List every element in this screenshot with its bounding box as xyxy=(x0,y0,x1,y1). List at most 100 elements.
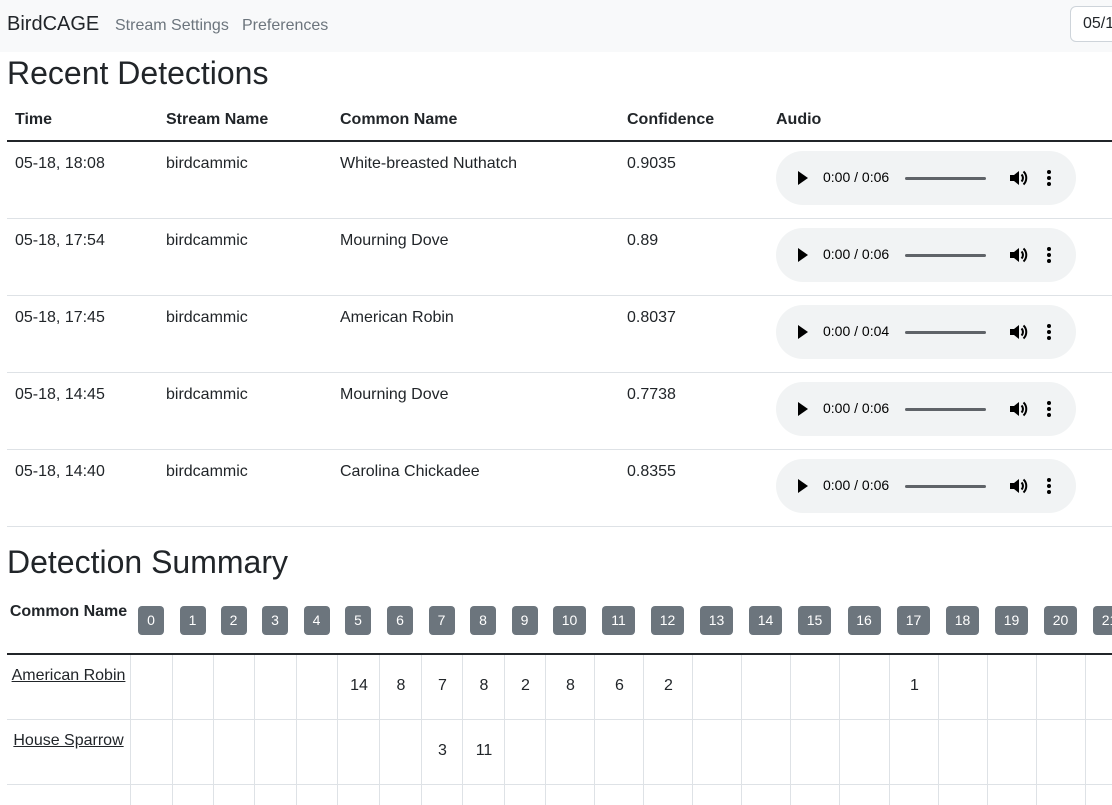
hour-cell xyxy=(130,785,172,805)
species-link[interactable]: House Sparrow xyxy=(13,732,124,749)
cell-confidence: 0.89 xyxy=(627,232,659,249)
hour-count: 2 xyxy=(664,677,673,694)
table-header: Time Stream Name Common Name Confidence … xyxy=(7,100,1112,142)
hour-cell: 2 xyxy=(504,655,545,719)
summary-header: Common Name 0 1 2 3 4 5 6 7 8 9 10 11 12 13 14 15 16 17 18… xyxy=(7,595,1112,655)
cell-time: 05-18, 17:54 xyxy=(15,232,105,249)
hour-cell: 2 xyxy=(643,655,692,719)
cell-common-name: Mourning Dove xyxy=(340,232,449,249)
more-options-icon[interactable] xyxy=(1046,169,1052,187)
hour-cell xyxy=(790,785,839,805)
hour-cell xyxy=(337,720,379,784)
hour-badge-7: 7 xyxy=(428,606,455,635)
cell-common-name: American Robin xyxy=(340,309,454,326)
detection-summary-title: Detection Summary xyxy=(7,544,288,580)
audio-player[interactable]: 0:00 / 0:06 xyxy=(776,382,1076,436)
volume-icon[interactable] xyxy=(1008,477,1028,495)
hour-cell xyxy=(839,720,889,784)
more-options-icon[interactable] xyxy=(1046,323,1052,341)
cell-common-name: Mourning Dove xyxy=(340,386,449,403)
hour-cell xyxy=(172,655,213,719)
table-row: 05-18, 14:45 birdcammic Mourning Dove 0.773… xyxy=(7,373,1112,450)
play-icon[interactable] xyxy=(798,479,808,493)
hour-badge-6: 6 xyxy=(387,606,413,635)
hour-cell xyxy=(790,720,839,784)
hour-badge-0: 0 xyxy=(138,606,164,635)
cell-stream-name: birdcammic xyxy=(166,309,248,326)
summary-row-partial xyxy=(7,785,1112,805)
hour-cell xyxy=(254,655,296,719)
hour-count: 8 xyxy=(396,677,406,694)
species-link[interactable]: American Robin xyxy=(11,667,126,684)
hour-cell xyxy=(172,720,213,784)
audio-time: 0:00 / 0:04 xyxy=(823,323,890,339)
hour-cell xyxy=(643,785,692,805)
hour-badge-10: 10 xyxy=(553,606,586,635)
hour-cell xyxy=(839,785,889,805)
play-icon[interactable] xyxy=(798,248,808,262)
volume-icon[interactable] xyxy=(1008,323,1028,341)
audio-time: 0:00 / 0:06 xyxy=(823,400,890,416)
play-icon[interactable] xyxy=(798,325,808,339)
recent-detections-table: Time Stream Name Common Name Confidence … xyxy=(7,100,1112,527)
recent-detections-title: Recent Detections xyxy=(7,55,269,91)
hour-count: 1 xyxy=(910,677,919,694)
hour-badge-4: 4 xyxy=(303,606,330,635)
hour-badge-20: 20 xyxy=(1044,606,1077,635)
hour-cell: 14 xyxy=(337,655,379,719)
audio-player[interactable]: 0:00 / 0:04 xyxy=(776,305,1076,359)
hour-cell xyxy=(1036,655,1085,719)
hour-count: 2 xyxy=(521,677,530,694)
hour-badge-8: 8 xyxy=(470,606,496,635)
audio-progress-slider[interactable] xyxy=(905,177,986,180)
hour-cell xyxy=(643,720,692,784)
hour-cell xyxy=(337,785,379,805)
play-icon[interactable] xyxy=(798,171,808,185)
cell-confidence: 0.9035 xyxy=(627,155,676,172)
hour-cell xyxy=(889,785,938,805)
hour-count: 6 xyxy=(615,677,624,694)
hour-cell xyxy=(254,785,296,805)
hour-cell: 8 xyxy=(379,655,421,719)
brand-logo[interactable]: BirdCAGE xyxy=(7,13,100,35)
hour-badge-12: 12 xyxy=(651,606,684,635)
hour-cell xyxy=(790,655,839,719)
hour-badge-3: 3 xyxy=(262,606,288,635)
cell-time: 05-18, 14:40 xyxy=(15,463,105,480)
hour-cell: 1 xyxy=(889,655,938,719)
table-row: 05-18, 17:54 birdcammic Mourning Dove 0.89 0… xyxy=(7,219,1112,296)
hour-count: 14 xyxy=(350,677,368,694)
audio-progress-slider[interactable] xyxy=(905,331,986,334)
more-options-icon[interactable] xyxy=(1046,477,1052,495)
volume-icon[interactable] xyxy=(1008,246,1028,264)
audio-progress-slider[interactable] xyxy=(905,254,986,257)
audio-player[interactable]: 0:00 / 0:06 xyxy=(776,151,1076,205)
cell-time: 05-18, 18:08 xyxy=(15,155,105,172)
nav-stream-settings[interactable]: Stream Settings xyxy=(115,17,229,34)
date-input[interactable]: 05/18/2023 xyxy=(1070,6,1112,42)
hour-cell xyxy=(130,720,172,784)
hour-badge-16: 16 xyxy=(847,606,881,635)
header-audio: Audio xyxy=(776,111,822,128)
hour-cell xyxy=(545,720,594,784)
hour-cell xyxy=(692,785,741,805)
audio-progress-slider[interactable] xyxy=(905,485,986,488)
audio-player[interactable]: 0:00 / 0:06 xyxy=(776,228,1076,282)
hour-cell xyxy=(938,785,987,805)
hour-cell xyxy=(1036,785,1085,805)
audio-progress-slider[interactable] xyxy=(905,408,986,411)
hour-cell xyxy=(462,785,504,805)
hour-cell xyxy=(1036,720,1085,784)
hour-cell xyxy=(692,720,741,784)
more-options-icon[interactable] xyxy=(1046,246,1052,264)
volume-icon[interactable] xyxy=(1008,400,1028,418)
hour-badge-9: 9 xyxy=(511,606,538,635)
hour-cell xyxy=(938,655,987,719)
cell-stream-name: birdcammic xyxy=(166,386,248,403)
more-options-icon[interactable] xyxy=(1046,400,1052,418)
play-icon[interactable] xyxy=(798,402,808,416)
hour-cell xyxy=(172,785,213,805)
audio-player[interactable]: 0:00 / 0:06 xyxy=(776,459,1076,513)
nav-preferences[interactable]: Preferences xyxy=(242,17,329,34)
volume-icon[interactable] xyxy=(1008,169,1028,187)
